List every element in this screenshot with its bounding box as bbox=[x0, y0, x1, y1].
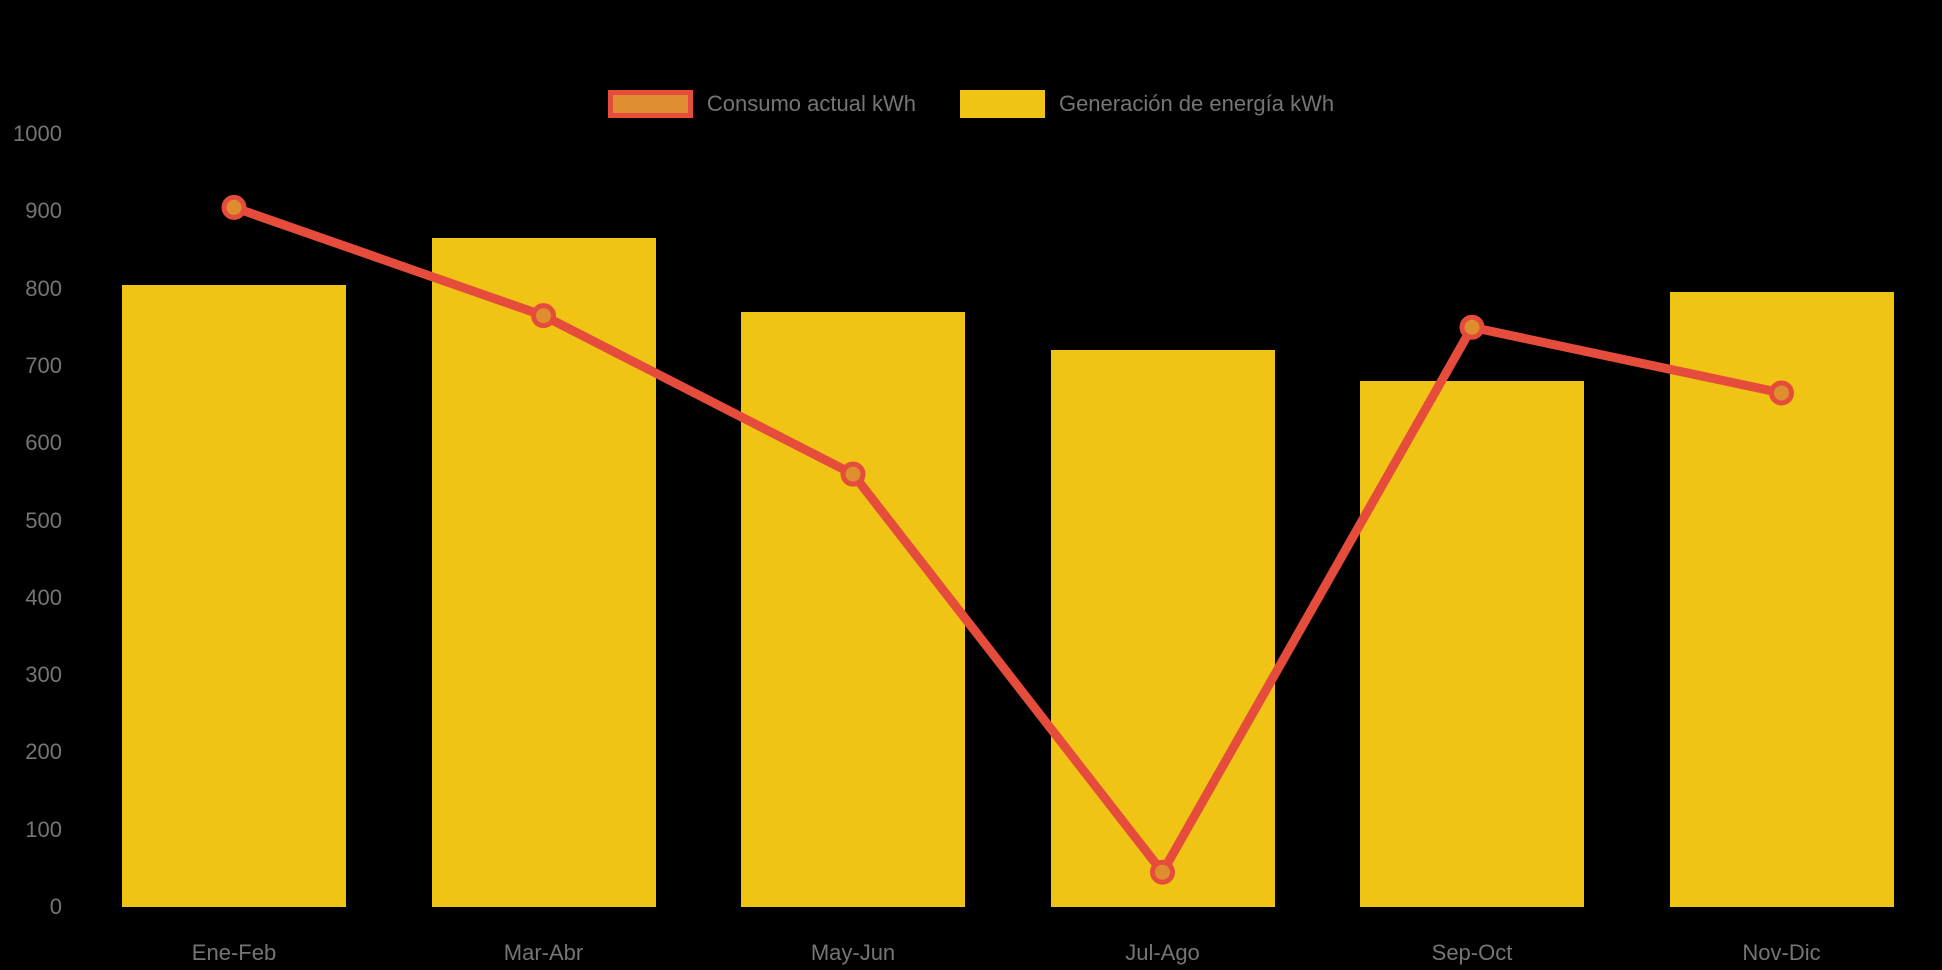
bar-Ene-Feb[interactable] bbox=[122, 284, 346, 907]
consumo-swatch-icon bbox=[607, 90, 693, 118]
y-axis-tick-label: 900 bbox=[25, 198, 62, 224]
line-point-Ene-Feb[interactable] bbox=[221, 194, 247, 220]
legend-label: Consumo actual kWh bbox=[706, 91, 916, 116]
legend-item-generacion[interactable]: Generación de energía kWh bbox=[959, 90, 1335, 118]
x-axis-label-Mar-Abr: Mar-Abr bbox=[503, 940, 584, 965]
chart-legend: Consumo actual kWh Generación de energía … bbox=[0, 90, 1942, 118]
y-axis-tick-label: 1000 bbox=[13, 121, 62, 146]
bar-Mar-Abr[interactable] bbox=[431, 238, 656, 907]
bar-May-Jun[interactable] bbox=[741, 311, 965, 907]
legend-label: Generación de energía kWh bbox=[1058, 91, 1335, 116]
generacion-swatch-icon bbox=[959, 90, 1045, 118]
x-axis-label-Sep-Oct: Sep-Oct bbox=[1431, 940, 1513, 965]
y-axis-tick-label: 700 bbox=[25, 352, 62, 378]
line-point-Sep-Oct[interactable] bbox=[1459, 314, 1485, 340]
line-point-Nov-Dic[interactable] bbox=[1769, 380, 1794, 406]
x-axis-label-May-Jun: May-Jun bbox=[810, 940, 896, 965]
y-axis-tick-label: 0 bbox=[49, 894, 62, 919]
line-point-May-Jun[interactable] bbox=[840, 461, 866, 487]
y-axis-tick-label: 400 bbox=[25, 584, 62, 610]
x-axis-label-Nov-Dic: Nov-Dic bbox=[1742, 940, 1821, 965]
legend-item-consumo[interactable]: Consumo actual kWh bbox=[607, 90, 916, 118]
line-point-Mar-Abr[interactable] bbox=[531, 303, 556, 329]
y-axis-tick-label: 800 bbox=[25, 275, 62, 301]
bar-Sep-Oct[interactable] bbox=[1360, 381, 1584, 907]
y-axis-tick-label: 200 bbox=[25, 739, 62, 765]
y-axis-tick-label: 100 bbox=[25, 816, 62, 842]
line-point-Jul-Ago[interactable] bbox=[1150, 859, 1175, 885]
x-axis-label-Jul-Ago: Jul-Ago bbox=[1125, 940, 1200, 965]
bar-Jul-Ago[interactable] bbox=[1050, 350, 1275, 907]
y-axis-tick-label: 600 bbox=[25, 430, 62, 456]
y-axis-tick-label: 500 bbox=[25, 507, 62, 533]
y-axis-tick-label: 300 bbox=[25, 662, 62, 688]
x-axis-label-Ene-Feb: Ene-Feb bbox=[191, 940, 277, 965]
